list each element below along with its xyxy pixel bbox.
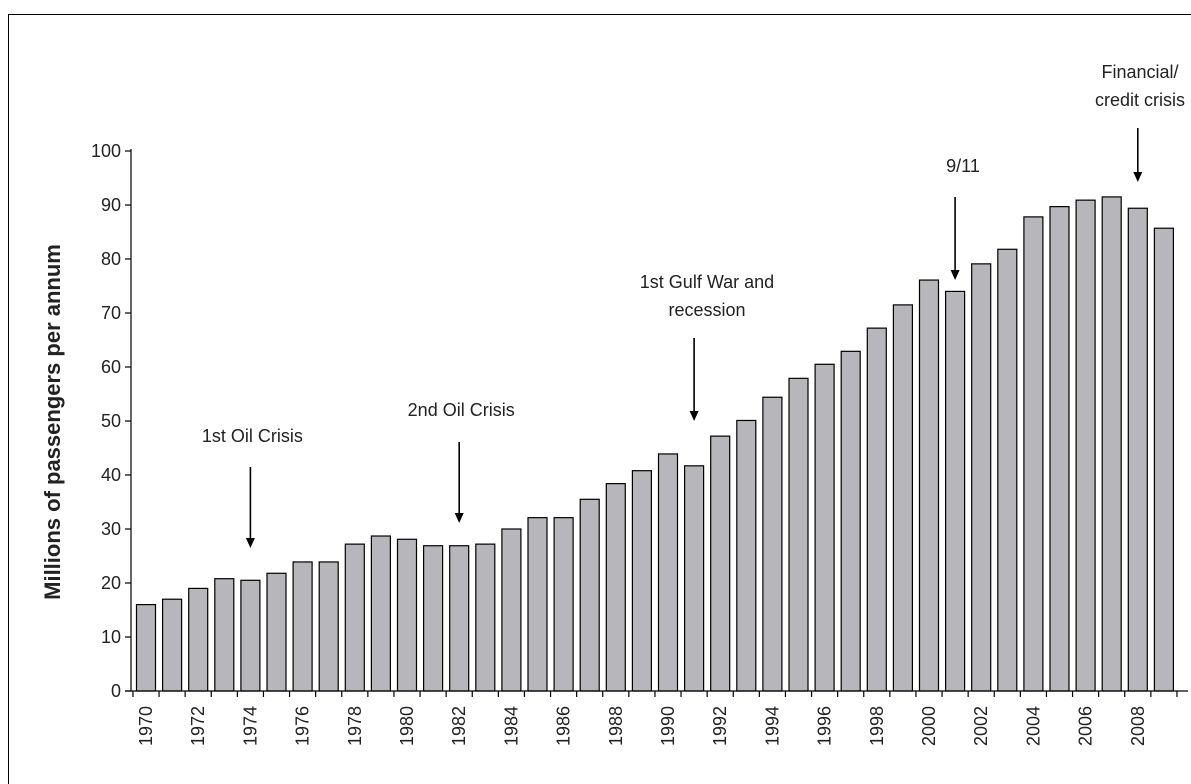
bar-2002	[971, 263, 992, 692]
y-tick-label-0: 0	[111, 681, 121, 701]
bar-1978	[344, 543, 365, 692]
bar-1976	[292, 561, 313, 692]
bar-2000	[918, 279, 940, 692]
y-tick-label-100: 100	[91, 141, 121, 161]
annotation-label-financial: Financial/	[1101, 62, 1178, 82]
bar-1985	[527, 517, 548, 692]
bar-1977	[318, 561, 339, 692]
x-tick-label-1972: 1972	[188, 706, 208, 746]
x-tick-label-1982: 1982	[449, 706, 469, 746]
x-tick-label-1990: 1990	[658, 706, 678, 746]
x-tick-label-1996: 1996	[815, 706, 835, 746]
bar-1980	[396, 538, 418, 692]
bar-1990	[657, 453, 679, 692]
bar-2001	[944, 290, 966, 692]
bar-1994	[762, 396, 783, 692]
annotation-label-1st-gulf-war-and: 1st Gulf War and	[640, 272, 774, 292]
bar-1995	[788, 377, 809, 692]
x-tick-label-2008: 2008	[1128, 706, 1148, 746]
x-tick-label-2000: 2000	[919, 706, 939, 746]
bar-1970	[135, 603, 157, 692]
bar-1999	[892, 304, 914, 692]
bar-2008	[1127, 207, 1148, 692]
annotation-label-financial: credit crisis	[1095, 90, 1185, 110]
bar-2006	[1075, 199, 1096, 692]
bar-2004	[1023, 216, 1044, 692]
bar-1991	[683, 465, 705, 692]
y-tick-label-90: 90	[101, 195, 121, 215]
y-tick-label-80: 80	[101, 249, 121, 269]
x-tick-label-1976: 1976	[293, 706, 313, 746]
y-tick-label-60: 60	[101, 357, 121, 377]
x-tick-label-1988: 1988	[606, 706, 626, 746]
annotation-arrowhead-2nd-oil-crisis	[454, 513, 464, 523]
bar-1992	[710, 435, 731, 692]
x-tick-label-1994: 1994	[762, 706, 782, 746]
x-tick-label-1984: 1984	[501, 706, 521, 746]
y-tick-label-20: 20	[101, 573, 121, 593]
bar-1975	[266, 572, 287, 692]
y-tick-label-40: 40	[101, 465, 121, 485]
bar-1998	[866, 327, 887, 692]
bar-2009	[1153, 227, 1175, 692]
y-tick-label-50: 50	[101, 411, 121, 431]
x-tick-label-1992: 1992	[710, 706, 730, 746]
bar-1982	[449, 545, 470, 692]
bar-2005	[1049, 206, 1070, 692]
bar-1971	[162, 598, 183, 692]
bar-1983	[475, 543, 496, 692]
annotation-label-9-11: 9/11	[946, 156, 980, 176]
bar-1979	[370, 535, 391, 692]
x-tick-label-1980: 1980	[397, 706, 417, 746]
bar-1987	[579, 498, 600, 692]
bar-1993	[736, 419, 757, 692]
bar-1974	[240, 579, 261, 692]
bar-1996	[814, 363, 835, 692]
annotation-label-2nd-oil-crisis: 2nd Oil Crisis	[408, 400, 515, 420]
bar-1997	[840, 350, 861, 692]
annotation-arrowhead-9-11	[950, 270, 960, 280]
y-tick-label-10: 10	[101, 627, 121, 647]
annotation-arrowhead-financial	[1133, 172, 1143, 182]
x-tick-label-2006: 2006	[1076, 706, 1096, 746]
bar-1986	[553, 517, 574, 692]
y-tick-label-70: 70	[101, 303, 121, 323]
bar-1988	[605, 483, 626, 692]
chart-frame	[8, 14, 1191, 784]
x-tick-label-1974: 1974	[240, 706, 260, 746]
bar-1984	[501, 528, 522, 692]
annotation-arrowhead-1st-oil-crisis	[245, 538, 255, 548]
annotation-label-1st-oil-crisis: 1st Oil Crisis	[202, 426, 303, 446]
x-tick-label-1970: 1970	[136, 706, 156, 746]
bar-1973	[214, 578, 235, 692]
x-tick-label-1978: 1978	[345, 706, 365, 746]
bar-2003	[997, 248, 1018, 692]
y-axis-title: Millions of passengers per annum	[40, 244, 65, 600]
x-tick-label-1998: 1998	[867, 706, 887, 746]
bar-1972	[188, 587, 209, 692]
bar-1981	[423, 545, 444, 692]
annotation-label-1st-gulf-war-and: recession	[668, 300, 745, 320]
annotation-arrowhead-1st-gulf-war-and	[689, 411, 699, 421]
y-tick-label-30: 30	[101, 519, 121, 539]
x-tick-label-1986: 1986	[554, 706, 574, 746]
x-tick-label-2004: 2004	[1023, 706, 1043, 746]
bar-1989	[631, 470, 653, 692]
x-tick-label-2002: 2002	[971, 706, 991, 746]
bar-2007	[1101, 196, 1122, 692]
